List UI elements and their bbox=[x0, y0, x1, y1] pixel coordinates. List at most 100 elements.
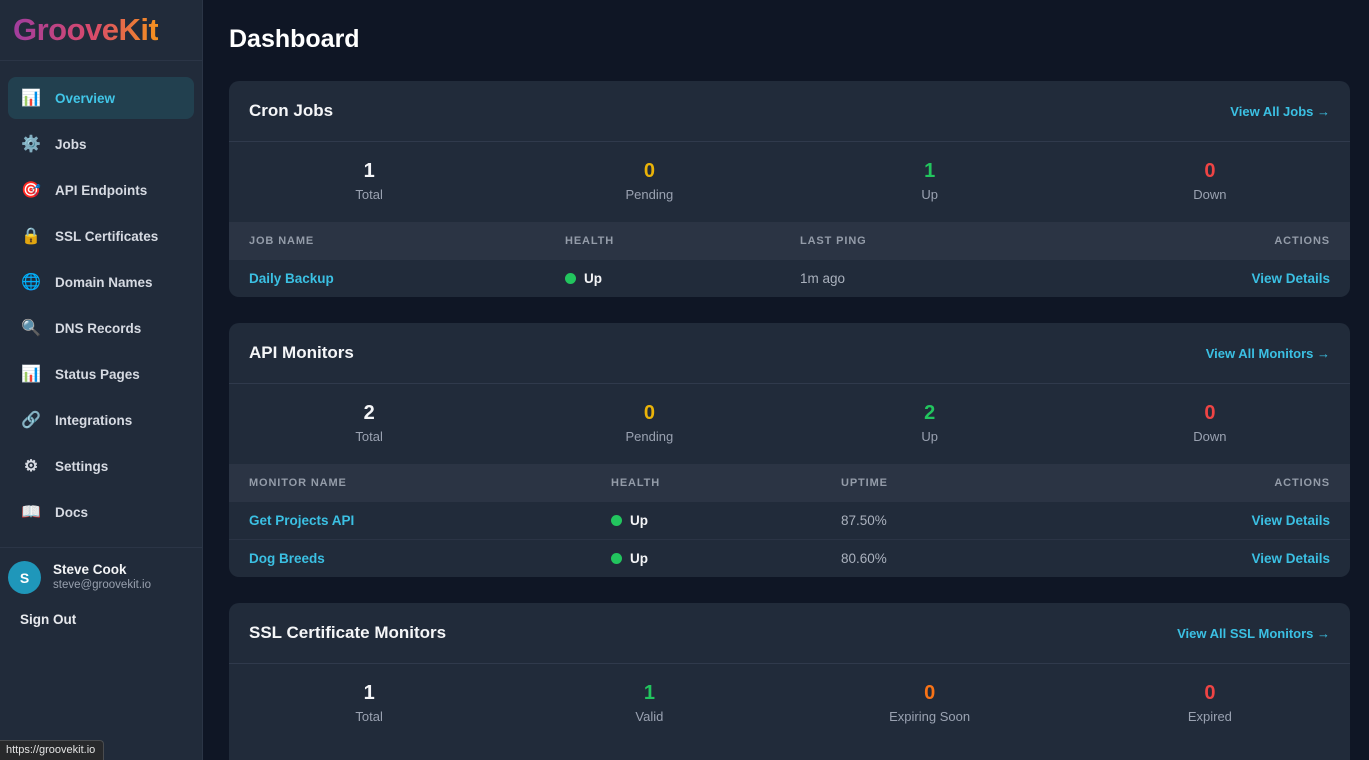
column-header: ACTIONS bbox=[1274, 477, 1330, 489]
stat-label: Up bbox=[921, 429, 938, 444]
table-row: Dog Breeds Up 80.60% View Details bbox=[229, 539, 1350, 577]
stat-label: Valid bbox=[635, 709, 664, 724]
stat-expired: 0 Expired bbox=[1070, 680, 1350, 724]
sidebar-nav: 📊 Overview ⚙️ Jobs 🎯 API Endpoints 🔒 SSL… bbox=[0, 61, 202, 533]
column-header: HEALTH bbox=[611, 477, 661, 489]
uptime-value: 80.60% bbox=[841, 551, 887, 566]
stat-label: Pending bbox=[625, 429, 674, 444]
card-header: SSL Certificate Monitors View All SSL Mo… bbox=[229, 603, 1350, 664]
user-profile: S Steve Cook steve@groovekit.io bbox=[0, 547, 202, 594]
stat-label: Down bbox=[1193, 187, 1227, 202]
user-info: Steve Cook steve@groovekit.io bbox=[53, 562, 151, 594]
card-title: SSL Certificate Monitors bbox=[249, 623, 447, 642]
lock-icon: 🔒 bbox=[21, 228, 41, 245]
monitor-name-link[interactable]: Get Projects API bbox=[249, 513, 355, 528]
stat-down: 0 Down bbox=[1070, 400, 1350, 444]
sidebar-item-status-pages[interactable]: 📊 Status Pages bbox=[8, 353, 194, 395]
view-all-monitors-link[interactable]: View All Monitors → bbox=[1205, 345, 1330, 361]
table-row: Daily Backup Up 1m ago View Details bbox=[229, 260, 1350, 297]
sidebar-item-api-endpoints[interactable]: 🎯 API Endpoints bbox=[8, 169, 194, 211]
stat-value: 0 bbox=[643, 160, 655, 182]
stat-value: 0 bbox=[1204, 160, 1216, 182]
card-title: API Monitors bbox=[249, 343, 354, 362]
column-header: JOB NAME bbox=[249, 235, 315, 247]
sidebar-item-docs[interactable]: 📖 Docs bbox=[8, 491, 194, 533]
stat-value: 2 bbox=[924, 402, 936, 424]
sidebar-item-label: Overview bbox=[55, 90, 116, 106]
column-header: HEALTH bbox=[565, 235, 615, 247]
sidebar-item-settings[interactable]: ⚙ Settings bbox=[8, 445, 194, 487]
health-status: Up bbox=[611, 551, 841, 566]
gear-outline-icon: ⚙ bbox=[23, 458, 39, 475]
stat-label: Total bbox=[355, 429, 383, 444]
stat-value: 1 bbox=[363, 682, 375, 704]
link-icon: 🔗 bbox=[21, 412, 41, 429]
stat-value: 0 bbox=[643, 402, 655, 424]
health-label: Up bbox=[584, 271, 602, 286]
sidebar-item-label: SSL Certificates bbox=[55, 228, 159, 244]
stat-valid: 1 Valid bbox=[509, 680, 789, 724]
sidebar-item-dns-records[interactable]: 🔍 DNS Records bbox=[8, 307, 194, 349]
stat-total: 2 Total bbox=[229, 400, 509, 444]
last-ping: 1m ago bbox=[800, 271, 846, 286]
open-book-icon: 📖 bbox=[21, 504, 41, 521]
sidebar-item-overview[interactable]: 📊 Overview bbox=[8, 77, 194, 119]
sidebar-item-label: Docs bbox=[55, 504, 89, 520]
stat-value: 1 bbox=[363, 160, 375, 182]
stat-value: 1 bbox=[643, 682, 655, 704]
view-all-jobs-link[interactable]: View All Jobs → bbox=[1230, 103, 1330, 119]
view-details-link[interactable]: View Details bbox=[1251, 551, 1330, 566]
stat-up: 1 Up bbox=[790, 158, 1070, 202]
user-email: steve@groovekit.io bbox=[53, 579, 151, 592]
page-title: Dashboard bbox=[229, 25, 360, 53]
monitor-name-link[interactable]: Dog Breeds bbox=[249, 551, 325, 566]
health-label: Up bbox=[630, 513, 648, 528]
stat-label: Expiring Soon bbox=[889, 709, 971, 724]
sidebar-item-label: Integrations bbox=[55, 412, 133, 428]
health-status: Up bbox=[611, 513, 841, 528]
health-status: Up bbox=[565, 271, 800, 286]
sidebar-item-label: DNS Records bbox=[55, 320, 142, 336]
sidebar-item-domain-names[interactable]: 🌐 Domain Names bbox=[8, 261, 194, 303]
browser-status-tooltip: https://groovekit.io bbox=[0, 740, 105, 760]
view-details-link[interactable]: View Details bbox=[1251, 271, 1330, 286]
stat-up: 2 Up bbox=[790, 400, 1070, 444]
api-monitors-card: API Monitors View All Monitors → 2 Total… bbox=[229, 323, 1350, 577]
stat-label: Total bbox=[355, 187, 383, 202]
column-header: ACTIONS bbox=[1274, 235, 1330, 247]
view-all-ssl-monitors-link[interactable]: View All SSL Monitors → bbox=[1177, 625, 1330, 641]
job-name-link[interactable]: Daily Backup bbox=[249, 271, 334, 286]
card-title: Cron Jobs bbox=[249, 101, 334, 120]
logo-wrap: GrooveKit bbox=[0, 0, 202, 61]
sidebar-item-label: Status Pages bbox=[55, 366, 140, 382]
stat-value: 2 bbox=[363, 402, 375, 424]
column-header: LAST PING bbox=[800, 235, 867, 247]
status-dot-icon bbox=[611, 515, 622, 526]
cron-jobs-card: Cron Jobs View All Jobs → 1 Total 0 Pend… bbox=[229, 81, 1350, 297]
bar-chart-icon: 📊 bbox=[21, 90, 41, 107]
avatar: S bbox=[8, 561, 41, 594]
stat-label: Pending bbox=[625, 187, 674, 202]
card-header: API Monitors View All Monitors → bbox=[229, 323, 1350, 384]
bar-chart-icon: 📊 bbox=[21, 366, 41, 383]
view-details-link[interactable]: View Details bbox=[1251, 513, 1330, 528]
stat-down: 0 Down bbox=[1070, 158, 1350, 202]
magnifier-icon: 🔍 bbox=[21, 320, 41, 337]
sign-out-link[interactable]: Sign Out bbox=[20, 612, 77, 627]
card-header: Cron Jobs View All Jobs → bbox=[229, 81, 1350, 142]
table-row: Get Projects API Up 87.50% View Details bbox=[229, 502, 1350, 539]
stat-pending: 0 Pending bbox=[509, 400, 789, 444]
status-dot-icon bbox=[611, 553, 622, 564]
stat-label: Total bbox=[355, 709, 383, 724]
stat-label: Up bbox=[921, 187, 938, 202]
sidebar-item-label: Settings bbox=[55, 458, 109, 474]
sidebar-item-label: API Endpoints bbox=[55, 182, 148, 198]
stat-value: 0 bbox=[924, 682, 936, 704]
sidebar-item-jobs[interactable]: ⚙️ Jobs bbox=[8, 123, 194, 165]
ssl-stats: 1 Total 1 Valid 0 Expiring Soon 0 Expire… bbox=[229, 664, 1350, 744]
sidebar-item-integrations[interactable]: 🔗 Integrations bbox=[8, 399, 194, 441]
app-logo[interactable]: GrooveKit bbox=[13, 12, 159, 47]
sidebar-item-ssl-certificates[interactable]: 🔒 SSL Certificates bbox=[8, 215, 194, 257]
target-icon: 🎯 bbox=[21, 182, 41, 199]
health-label: Up bbox=[630, 551, 648, 566]
